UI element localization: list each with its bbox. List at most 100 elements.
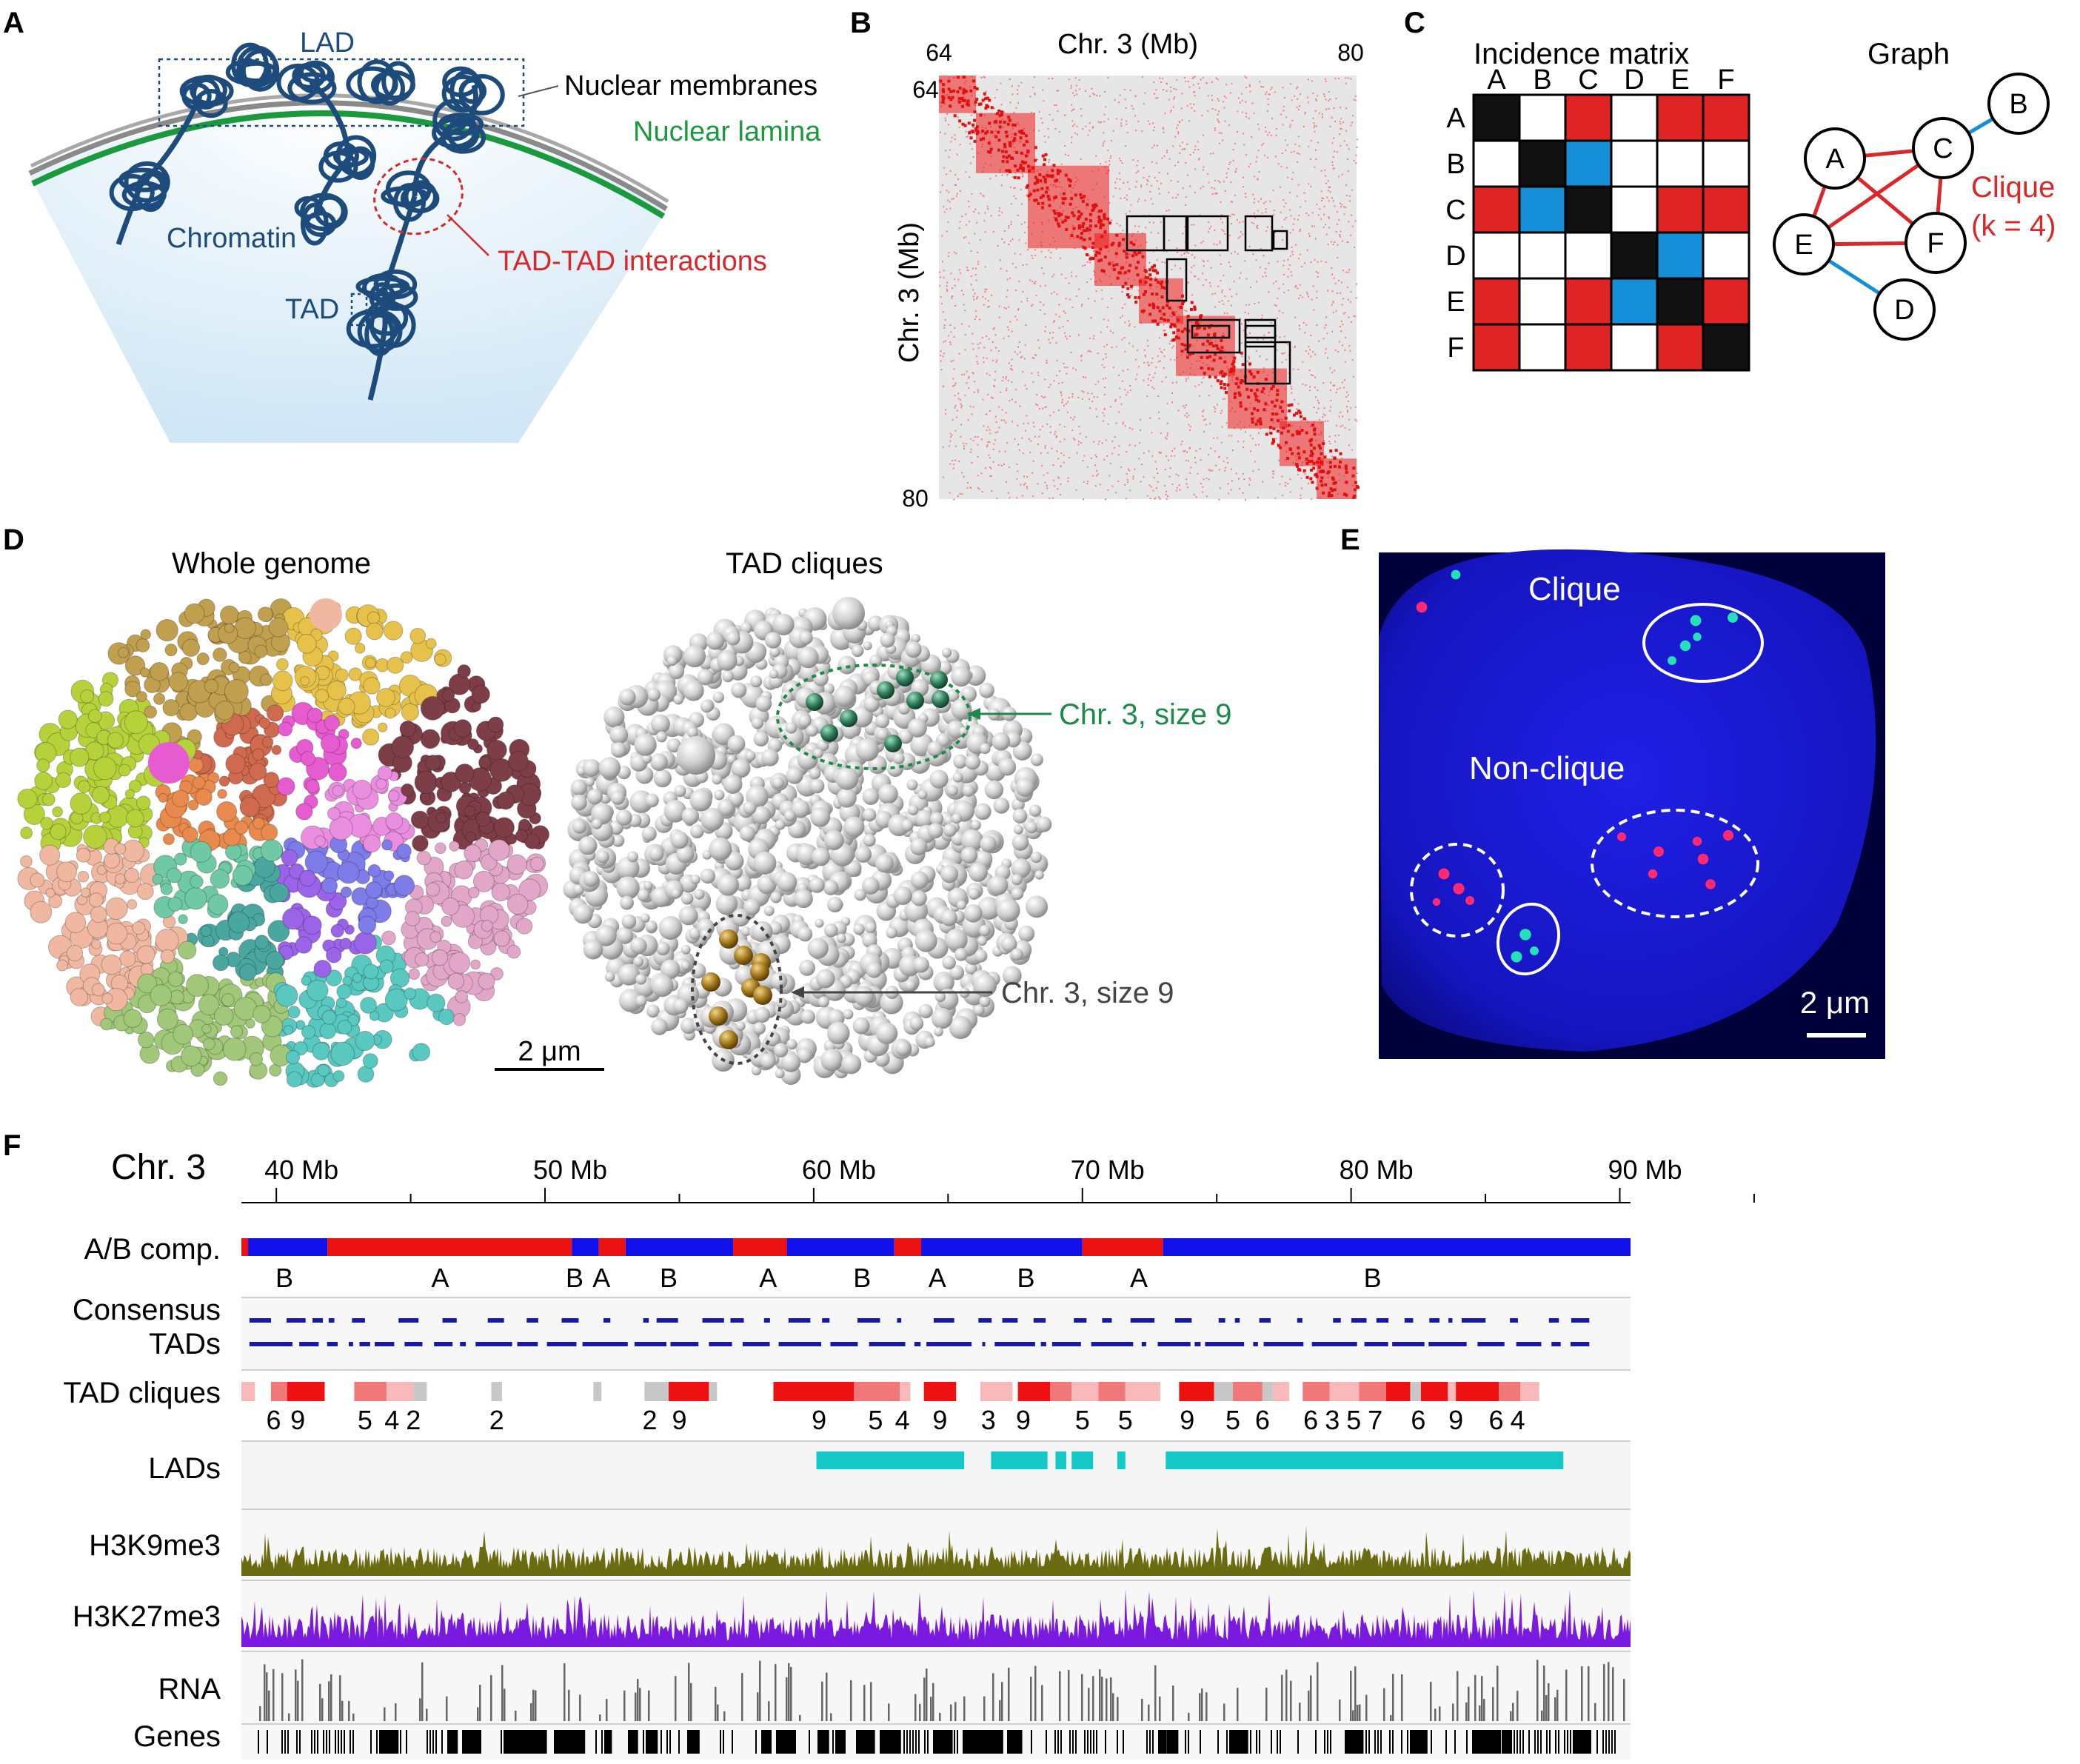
hic-noise-dot <box>1031 495 1034 497</box>
hic-noise-dot <box>1105 439 1107 441</box>
hic-diag-dot <box>1272 427 1276 430</box>
hic-noise-dot <box>1143 452 1145 454</box>
hic-noise-dot <box>1220 201 1222 204</box>
hic-noise-dot <box>1092 338 1094 340</box>
hic-noise-dot <box>1041 121 1043 124</box>
hic-noise-dot <box>1248 117 1250 119</box>
hic-noise-dot <box>960 407 963 409</box>
hic-noise-dot <box>1244 498 1246 501</box>
hic-noise-dot <box>957 495 959 498</box>
hic-noise-dot <box>1006 295 1008 298</box>
genome-sphere <box>257 607 273 622</box>
hic-noise-dot <box>1069 298 1071 301</box>
hic-diag-dot <box>1138 280 1142 284</box>
hic-noise-dot <box>998 427 1000 429</box>
hic-noise-dot <box>1245 193 1247 195</box>
hic-diag-dot <box>1063 218 1067 222</box>
hic-noise-dot <box>1013 195 1015 197</box>
hic-noise-dot <box>977 389 979 391</box>
hic-noise-dot <box>1103 113 1106 116</box>
hic-diag-dot <box>1333 488 1337 492</box>
hic-noise-dot <box>1230 468 1232 470</box>
hic-noise-dot <box>1346 241 1348 243</box>
hic-noise-dot <box>1292 253 1294 255</box>
hic-diag-dot <box>962 88 966 92</box>
hic-noise-dot <box>1083 455 1086 457</box>
hic-noise-dot <box>1040 118 1043 120</box>
hic-noise-dot <box>973 210 975 213</box>
hic-noise-dot <box>1141 130 1143 133</box>
hic-noise-dot <box>1040 250 1043 253</box>
hic-diag-dot <box>942 90 946 93</box>
hic-noise-dot <box>1272 472 1274 475</box>
hic-noise-dot <box>954 404 957 407</box>
hic-noise-dot <box>1112 332 1114 334</box>
hic-noise-dot <box>952 459 954 461</box>
hic-noise-dot <box>1077 396 1080 398</box>
hic-noise-dot <box>1337 434 1340 436</box>
hic-diag-dot <box>1193 307 1197 311</box>
hic-noise-dot <box>943 324 946 327</box>
hic-noise-dot <box>1080 115 1083 117</box>
hic-noise-dot <box>1314 110 1317 112</box>
hic-noise-dot <box>1215 77 1217 79</box>
hic-noise-dot <box>1328 100 1330 102</box>
hic-noise-dot <box>1192 152 1194 154</box>
hic-diag-dot <box>1323 455 1327 459</box>
hic-noise-dot <box>1330 399 1332 401</box>
hic-diag-dot <box>979 102 983 106</box>
hic-noise-dot <box>1025 430 1027 432</box>
genome-sphere <box>420 729 441 749</box>
hic-noise-dot <box>1045 406 1047 408</box>
hic-diag-dot <box>1078 215 1082 218</box>
hic-noise-dot <box>1348 200 1351 202</box>
hic-noise-dot <box>1338 341 1340 343</box>
hic-noise-dot <box>979 342 981 344</box>
hic-diag-dot <box>975 87 979 91</box>
hic-noise-dot <box>1234 194 1236 196</box>
hic-diag-dot <box>981 130 985 133</box>
hic-noise-dot <box>1220 132 1223 134</box>
hic-noise-dot <box>1207 110 1209 112</box>
hic-noise-dot <box>977 344 979 346</box>
hic-noise-dot <box>1181 93 1183 95</box>
hic-noise-dot <box>1257 444 1260 446</box>
hic-noise-dot <box>1297 368 1300 370</box>
hic-diag-dot <box>1208 355 1212 358</box>
hic-noise-dot <box>1217 456 1220 458</box>
hic-noise-dot <box>1135 172 1137 174</box>
hic-diag-dot <box>1163 318 1166 321</box>
hic-diag-dot <box>984 97 988 101</box>
hic-noise-dot <box>1231 435 1233 437</box>
genome-sphere <box>93 756 117 781</box>
hic-noise-dot <box>1263 154 1265 156</box>
hic-noise-dot <box>956 410 958 412</box>
hic-noise-dot <box>1043 474 1045 476</box>
hic-diag-dot <box>947 96 951 99</box>
genome-sphere <box>219 605 239 625</box>
hic-noise-dot <box>1193 91 1195 93</box>
hic-diag-dot <box>1226 383 1230 387</box>
hic-noise-dot <box>1017 444 1020 446</box>
hic-noise-dot <box>1347 298 1349 301</box>
hic-noise-dot <box>1131 428 1134 430</box>
hic-noise-dot <box>1031 304 1034 306</box>
hic-noise-dot <box>1347 401 1349 403</box>
hic-noise-dot <box>1189 153 1191 156</box>
hic-noise-dot <box>1310 185 1312 187</box>
hic-noise-dot <box>1168 158 1171 160</box>
hic-diag-dot <box>1068 184 1071 187</box>
hic-diag-dot <box>1186 315 1190 318</box>
hic-noise-dot <box>1021 437 1023 439</box>
hic-noise-dot <box>1289 232 1291 234</box>
hic-diag-dot <box>1127 269 1131 273</box>
hic-noise-dot <box>1066 372 1068 375</box>
hic-diag-dot <box>1005 169 1009 173</box>
hic-noise-dot <box>1031 257 1034 259</box>
hic-diag-dot <box>1061 220 1065 224</box>
hic-noise-dot <box>1136 373 1138 375</box>
hic-noise-dot <box>1335 97 1337 99</box>
hic-diag-dot <box>1256 419 1260 423</box>
hic-noise-dot <box>1086 261 1089 264</box>
hic-noise-dot <box>1294 316 1297 318</box>
